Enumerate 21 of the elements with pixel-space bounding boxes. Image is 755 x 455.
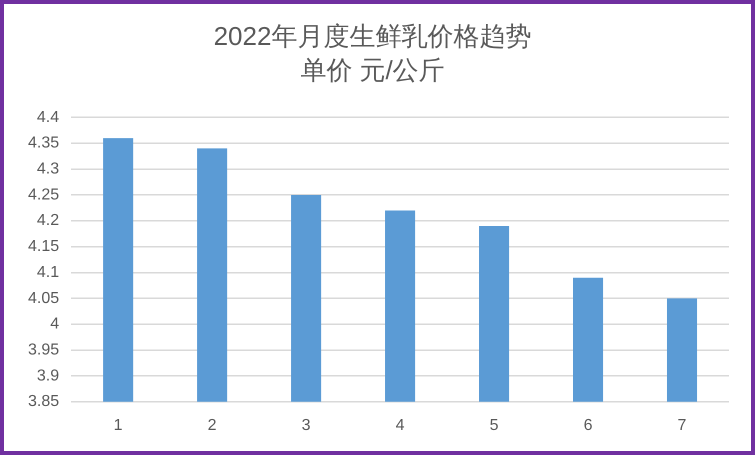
y-tick-label: 4.4 xyxy=(36,108,60,126)
y-tick-label: 4.3 xyxy=(36,160,60,178)
chart-subtitle: 单价 元/公斤 xyxy=(300,54,445,85)
y-tick-label: 4 xyxy=(50,316,60,333)
y-tick-label: 4.15 xyxy=(28,238,60,256)
y-tick-label: 4.35 xyxy=(28,134,60,152)
y-tick-label: 4.1 xyxy=(36,264,60,281)
x-tick-label: 5 xyxy=(490,416,499,434)
y-tick-label: 4.25 xyxy=(28,186,60,204)
x-tick-label: 2 xyxy=(208,416,217,434)
x-tick-label: 4 xyxy=(396,416,405,434)
y-tick-label: 3.95 xyxy=(28,341,60,358)
x-tick-label: 7 xyxy=(678,416,687,434)
x-tick-label: 3 xyxy=(302,416,311,434)
chart-title: 2022年月度生鲜乳价格趋势 xyxy=(214,20,532,51)
x-tick-label: 1 xyxy=(114,416,123,434)
y-tick-label: 4.05 xyxy=(28,290,60,307)
y-tick-label: 3.85 xyxy=(28,393,60,410)
y-tick-label: 3.9 xyxy=(36,367,60,384)
x-tick-label: 6 xyxy=(584,416,593,434)
y-tick-label: 4.2 xyxy=(36,212,60,230)
